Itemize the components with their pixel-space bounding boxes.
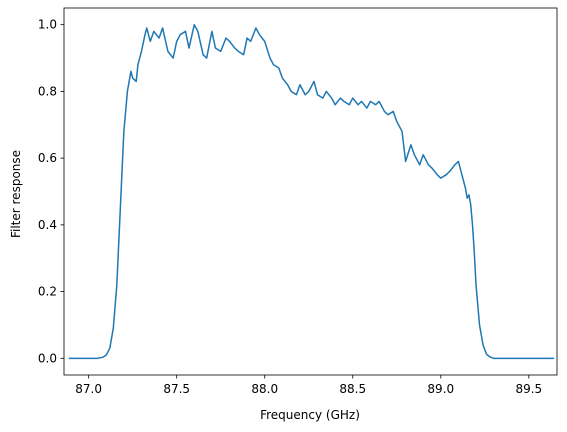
x-tick-label: 88.5	[339, 382, 366, 396]
y-tick-label: 1.0	[38, 18, 57, 32]
y-tick-label: 0.4	[38, 218, 57, 232]
x-axis-label: Frequency (GHz)	[260, 408, 360, 422]
series-line	[68, 23, 555, 360]
y-tick-label: 0.2	[38, 285, 57, 299]
y-tick-label: 0.6	[38, 151, 57, 165]
y-tick-label: 0.8	[38, 84, 57, 98]
x-axis: 87.0 87.5 88.0 88.5 89.0 89.5	[75, 375, 542, 396]
y-axis: 0.0 0.2 0.4 0.6 0.8 1.0	[38, 18, 64, 365]
y-axis-label: Filter response	[9, 150, 23, 238]
y-tick-label: 0.0	[38, 351, 57, 365]
x-tick-label: 89.5	[515, 382, 542, 396]
plot-area	[63, 7, 558, 376]
x-tick-label: 89.0	[427, 382, 454, 396]
x-tick-label: 88.0	[251, 382, 278, 396]
axes-frame	[63, 7, 558, 376]
x-tick-label: 87.0	[75, 382, 102, 396]
x-tick-label: 87.5	[163, 382, 190, 396]
